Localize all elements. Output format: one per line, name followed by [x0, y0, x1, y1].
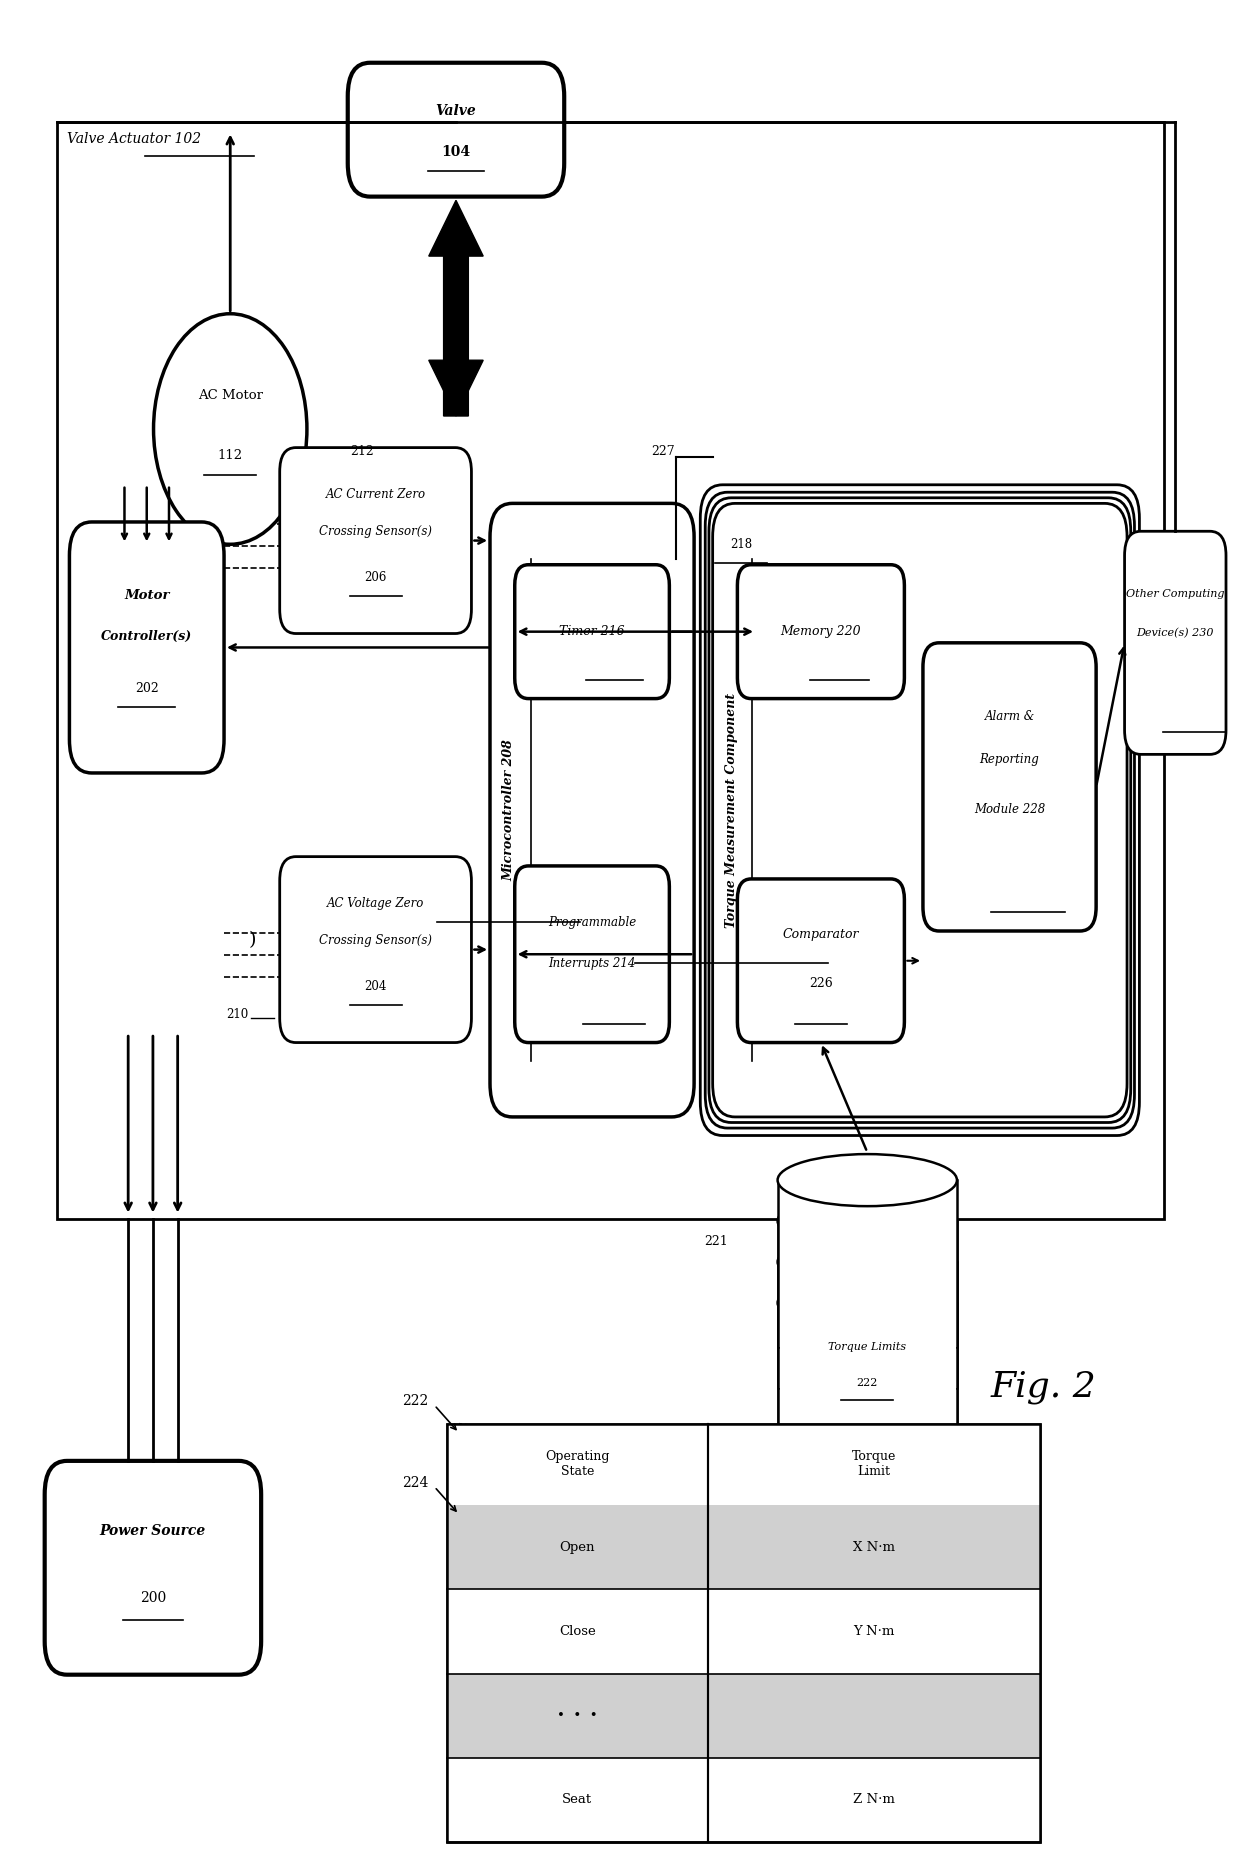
- Text: Valve Actuator 102: Valve Actuator 102: [67, 132, 201, 145]
- Text: Valve: Valve: [435, 104, 476, 117]
- Ellipse shape: [777, 1236, 957, 1289]
- Bar: [777, 1303, 957, 1471]
- Text: AC Voltage Zero: AC Voltage Zero: [327, 897, 424, 911]
- FancyBboxPatch shape: [45, 1462, 262, 1674]
- Ellipse shape: [777, 1195, 957, 1248]
- Bar: [708, 1504, 1040, 1590]
- Text: Fig. 2: Fig. 2: [991, 1370, 1096, 1404]
- Text: Reporting: Reporting: [980, 752, 1039, 765]
- Text: Crossing Sensor(s): Crossing Sensor(s): [319, 935, 432, 946]
- Text: Operating
State: Operating State: [546, 1450, 610, 1478]
- Circle shape: [154, 313, 308, 544]
- Text: AC Motor: AC Motor: [197, 389, 263, 402]
- Text: Close: Close: [559, 1626, 595, 1639]
- Ellipse shape: [777, 1277, 957, 1329]
- Text: Y N·m: Y N·m: [853, 1626, 895, 1639]
- FancyBboxPatch shape: [280, 857, 471, 1043]
- Bar: [708, 1590, 1040, 1674]
- Text: 212: 212: [350, 445, 374, 458]
- FancyBboxPatch shape: [738, 564, 904, 698]
- FancyBboxPatch shape: [706, 492, 1135, 1128]
- Text: Torque Limits: Torque Limits: [828, 1343, 906, 1352]
- Bar: [57, 123, 1164, 1220]
- Text: Interrupts 214: Interrupts 214: [548, 957, 636, 970]
- Bar: [446, 1504, 708, 1590]
- FancyBboxPatch shape: [515, 564, 670, 698]
- FancyBboxPatch shape: [490, 503, 694, 1117]
- Text: Timer 216: Timer 216: [559, 626, 625, 639]
- FancyBboxPatch shape: [1125, 531, 1226, 754]
- Text: ): ): [249, 931, 257, 950]
- Text: 204: 204: [365, 979, 387, 992]
- Text: •  •  •: • • •: [557, 1709, 598, 1722]
- Text: Power Source: Power Source: [99, 1523, 206, 1538]
- Bar: [777, 1262, 957, 1430]
- FancyBboxPatch shape: [515, 866, 670, 1043]
- Text: AC Current Zero: AC Current Zero: [326, 488, 425, 501]
- Text: Alarm &: Alarm &: [985, 709, 1034, 722]
- Bar: [777, 1181, 957, 1348]
- Text: Comparator: Comparator: [782, 929, 859, 940]
- FancyBboxPatch shape: [280, 447, 471, 633]
- Text: 210: 210: [227, 1007, 249, 1020]
- Text: 218: 218: [730, 538, 753, 551]
- Text: Other Computing: Other Computing: [1126, 590, 1225, 600]
- Text: X N·m: X N·m: [853, 1542, 895, 1555]
- Bar: [708, 1424, 1040, 1504]
- Bar: [446, 1758, 708, 1842]
- Bar: [446, 1424, 1040, 1842]
- Bar: [708, 1758, 1040, 1842]
- Text: Module 228: Module 228: [973, 803, 1045, 816]
- Text: Programmable: Programmable: [548, 916, 636, 929]
- Text: 104: 104: [441, 145, 470, 158]
- Bar: [446, 1590, 708, 1674]
- Text: Device(s) 230: Device(s) 230: [1137, 627, 1214, 639]
- Text: Microcontroller 208: Microcontroller 208: [502, 739, 515, 881]
- FancyBboxPatch shape: [701, 484, 1140, 1136]
- FancyArrow shape: [429, 201, 484, 415]
- Ellipse shape: [777, 1154, 957, 1207]
- FancyBboxPatch shape: [738, 879, 904, 1043]
- Text: 222: 222: [402, 1395, 428, 1408]
- Bar: [708, 1674, 1040, 1758]
- Text: Seat: Seat: [562, 1793, 593, 1806]
- FancyBboxPatch shape: [713, 503, 1127, 1117]
- Text: 200: 200: [140, 1590, 166, 1605]
- Text: 227: 227: [651, 445, 675, 458]
- Ellipse shape: [777, 1445, 957, 1497]
- Text: Controller(s): Controller(s): [102, 629, 192, 642]
- Bar: [446, 1674, 708, 1758]
- FancyBboxPatch shape: [69, 521, 224, 773]
- Text: 226: 226: [808, 976, 833, 989]
- Text: Motor: Motor: [124, 588, 170, 601]
- Text: 206: 206: [365, 572, 387, 585]
- FancyBboxPatch shape: [709, 497, 1131, 1123]
- Text: ): ): [249, 521, 257, 540]
- Text: 224: 224: [402, 1477, 428, 1490]
- FancyArrow shape: [429, 359, 484, 415]
- Bar: [777, 1221, 957, 1389]
- Bar: [446, 1424, 1040, 1842]
- Text: 202: 202: [135, 681, 159, 695]
- Text: Torque Measurement Component: Torque Measurement Component: [724, 693, 738, 927]
- Text: 222: 222: [857, 1378, 878, 1387]
- Text: Memory 220: Memory 220: [780, 626, 862, 639]
- FancyBboxPatch shape: [923, 642, 1096, 931]
- Bar: [446, 1424, 708, 1504]
- Text: Torque
Limit: Torque Limit: [852, 1450, 897, 1478]
- FancyBboxPatch shape: [347, 63, 564, 197]
- Text: Open: Open: [559, 1542, 595, 1555]
- Text: Crossing Sensor(s): Crossing Sensor(s): [319, 525, 432, 538]
- Text: 112: 112: [218, 449, 243, 462]
- Text: 221: 221: [704, 1235, 728, 1248]
- Text: Z N·m: Z N·m: [853, 1793, 895, 1806]
